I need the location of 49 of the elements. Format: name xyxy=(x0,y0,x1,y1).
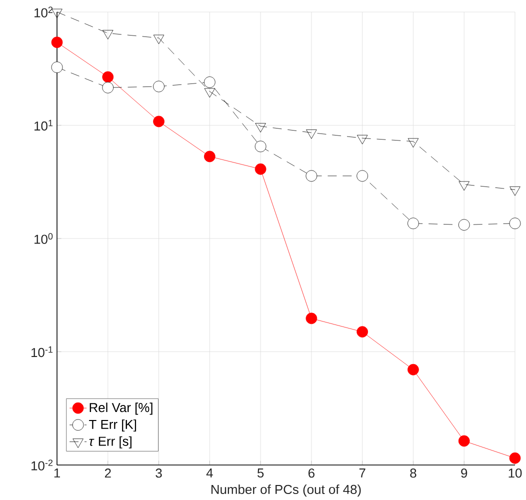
point xyxy=(51,62,63,74)
point xyxy=(458,435,470,447)
point xyxy=(102,30,114,40)
y-tick-label: 10$^{0}$ xyxy=(34,233,53,244)
x-tick-label: 1 xyxy=(54,468,60,478)
x-tick-label: 5 xyxy=(257,468,264,478)
point xyxy=(356,326,368,338)
point xyxy=(509,452,521,464)
point xyxy=(408,218,419,230)
point xyxy=(254,140,266,152)
y-tick-label: 10$^{2}$ xyxy=(34,6,53,18)
x-tick-label: 9 xyxy=(461,468,468,478)
point xyxy=(153,116,164,128)
point xyxy=(458,219,470,231)
point xyxy=(255,123,266,132)
point xyxy=(102,71,114,83)
y-tick-label: 10$^{-1}$ xyxy=(32,346,53,358)
point xyxy=(509,218,521,230)
x-tick-label: 7 xyxy=(359,468,366,478)
point xyxy=(458,181,470,191)
point xyxy=(306,312,318,324)
point xyxy=(408,364,419,376)
point xyxy=(204,88,216,98)
x-tick-label: 8 xyxy=(410,468,416,478)
point xyxy=(153,34,164,44)
x-tick-label: 2 xyxy=(104,468,111,478)
point xyxy=(356,170,368,182)
point xyxy=(306,130,317,139)
point xyxy=(306,170,318,182)
point xyxy=(51,36,63,48)
point xyxy=(204,150,216,162)
point xyxy=(52,8,62,18)
x-tick-label: 4 xyxy=(206,468,213,478)
point xyxy=(102,82,114,94)
point xyxy=(204,76,216,88)
y-tick-label: 10$^{-2}$ xyxy=(32,460,53,470)
x-tick-label: 6 xyxy=(308,468,314,478)
point xyxy=(510,186,520,196)
x-tick-label: 3 xyxy=(156,468,162,478)
legend-label: T Err [K] xyxy=(89,420,136,432)
y-tick-label: 10$^{1}$ xyxy=(34,120,53,131)
point xyxy=(408,138,419,148)
point xyxy=(153,80,164,92)
point xyxy=(254,163,266,175)
legend-label: Rel Var [%] xyxy=(90,402,152,415)
point xyxy=(356,134,368,144)
legend-label: τ Err [s] xyxy=(89,436,132,448)
x-tick-label: 10 xyxy=(508,468,522,478)
x-axis-title: Number of PCs (out of 48) xyxy=(211,484,361,497)
